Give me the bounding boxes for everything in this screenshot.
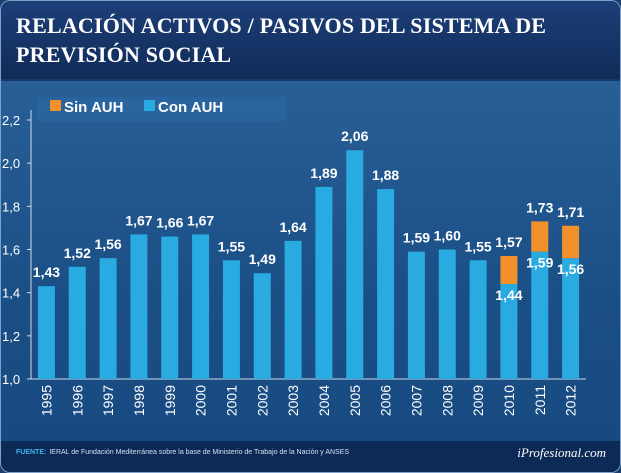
x-tick-label: 2002	[254, 385, 270, 416]
bar-sin-auh	[562, 225, 580, 259]
chart-title-line-2: PREVISIÓN SOCIAL	[16, 42, 232, 67]
bar-con-auh	[68, 266, 86, 379]
data-label-con-auh: 1,52	[64, 245, 91, 261]
y-tick-label: 2,2	[2, 113, 20, 128]
bar-con-auh	[284, 240, 302, 379]
data-label-sin-auh: 1,71	[557, 204, 584, 220]
legend-swatch-con-auh	[144, 100, 155, 111]
x-tick-label: 1999	[162, 385, 178, 416]
legend-box	[37, 97, 286, 121]
brand-logo: iProfesional.com	[517, 445, 606, 460]
data-label-con-auh: 1,88	[372, 167, 399, 183]
data-label-con-auh: 1,59	[403, 230, 430, 246]
y-tick-label: 1,0	[2, 372, 20, 387]
chart-title-line-1: RELACIÓN ACTIVOS / PASIVOS DEL SISTEMA D…	[16, 13, 547, 38]
data-label-con-auh: 1,44	[495, 287, 522, 303]
bar-con-auh	[407, 251, 425, 379]
legend-swatch-sin-auh	[50, 100, 61, 111]
x-tick-label: 2004	[316, 385, 332, 416]
bar-con-auh	[99, 258, 117, 379]
source-text: IERAL de Fundación Mediterránea sobre la…	[49, 449, 350, 456]
bar-con-auh	[253, 273, 271, 379]
data-label-con-auh: 1,60	[434, 228, 461, 244]
bar-con-auh	[315, 186, 333, 379]
bar-con-auh	[469, 260, 487, 379]
bar-con-auh	[500, 284, 518, 379]
legend-label-con-auh: Con AUH	[158, 99, 223, 116]
bar-sin-auh	[531, 221, 549, 252]
data-label-sin-auh: 1,73	[526, 199, 553, 215]
x-tick-label: 1995	[38, 385, 54, 416]
x-tick-label: 2003	[285, 385, 301, 416]
bar-sin-auh	[500, 255, 518, 285]
data-label-con-auh: 1,66	[156, 215, 183, 231]
bar-con-auh	[562, 258, 580, 379]
data-label-con-auh: 2,06	[341, 128, 368, 144]
data-label-con-auh: 1,59	[526, 255, 553, 271]
source-label: FUENTE:	[16, 449, 47, 456]
bar-con-auh	[37, 286, 55, 379]
data-label-con-auh: 1,56	[94, 236, 121, 252]
x-tick-label: 1998	[131, 385, 147, 416]
y-tick-label: 1,6	[2, 243, 20, 258]
data-label-con-auh: 1,89	[310, 165, 337, 181]
x-tick-label: 2005	[347, 385, 363, 416]
bar-con-auh	[130, 234, 148, 379]
bar-con-auh	[438, 249, 456, 379]
x-tick-label: 1996	[69, 385, 85, 416]
legend-label-sin-auh: Sin AUH	[64, 99, 123, 116]
data-label-con-auh: 1,56	[557, 261, 584, 277]
data-label-con-auh: 1,64	[279, 219, 306, 235]
bar-con-auh	[346, 150, 364, 379]
y-tick-label: 1,8	[2, 199, 20, 214]
bar-con-auh	[377, 189, 395, 379]
data-label-con-auh: 1,67	[125, 212, 152, 228]
y-tick-label: 1,2	[2, 329, 20, 344]
data-label-con-auh: 1,55	[464, 238, 491, 254]
x-tick-label: 2001	[223, 385, 239, 416]
x-tick-label: 2011	[532, 385, 548, 415]
bar-con-auh	[531, 251, 549, 379]
x-tick-label: 2009	[470, 385, 486, 416]
x-tick-label: 2007	[408, 385, 424, 416]
footer-band: FUENTE: IERAL de Fundación Mediterránea s…	[1, 441, 620, 472]
bar-con-auh	[161, 236, 179, 379]
header-band: RELACIÓN ACTIVOS / PASIVOS DEL SISTEMA D…	[1, 1, 620, 79]
bar-con-auh	[222, 260, 240, 379]
x-tick-label: 2008	[439, 385, 455, 416]
x-tick-label: 1997	[100, 385, 116, 416]
x-tick-label: 2010	[501, 385, 517, 416]
x-tick-label: 2006	[378, 385, 394, 416]
x-tick-label: 2012	[563, 385, 579, 416]
data-label-con-auh: 1,67	[187, 212, 214, 228]
data-label-con-auh: 1,43	[33, 264, 60, 280]
data-label-con-auh: 1,49	[249, 251, 276, 267]
x-tick-label: 2000	[193, 385, 209, 416]
data-label-sin-auh: 1,57	[495, 234, 522, 250]
source-note: FUENTE: IERAL de Fundación Mediterránea s…	[16, 449, 349, 456]
bar-con-auh	[192, 234, 210, 379]
data-label-con-auh: 1,55	[218, 238, 245, 254]
y-tick-label: 1,4	[2, 286, 20, 301]
y-tick-label: 2,0	[2, 156, 20, 171]
